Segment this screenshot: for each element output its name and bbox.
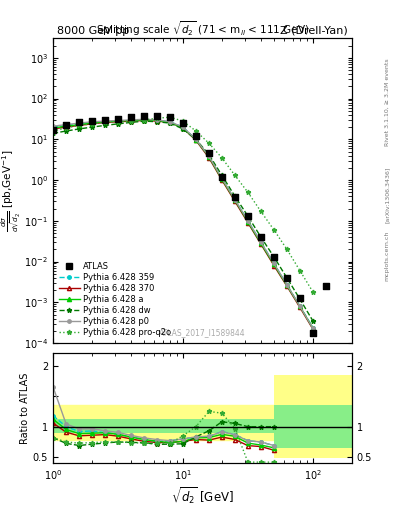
ATLAS <box>323 282 329 290</box>
ATLAS <box>102 116 108 124</box>
ATLAS <box>284 274 290 282</box>
ATLAS <box>193 132 199 140</box>
ATLAS <box>232 193 238 201</box>
Text: mcplots.cern.ch: mcplots.cern.ch <box>385 231 389 281</box>
Text: [arXiv:1306.3436]: [arXiv:1306.3436] <box>385 166 389 223</box>
Legend: ATLAS, Pythia 6.428 359, Pythia 6.428 370, Pythia 6.428 a, Pythia 6.428 dw, Pyth: ATLAS, Pythia 6.428 359, Pythia 6.428 37… <box>57 260 173 339</box>
ATLAS <box>297 293 303 302</box>
ATLAS <box>141 112 147 120</box>
ATLAS <box>258 233 264 241</box>
Text: Z (Drell-Yan): Z (Drell-Yan) <box>280 26 348 36</box>
ATLAS <box>154 112 160 120</box>
ATLAS <box>167 113 173 121</box>
Y-axis label: $\frac{d\sigma}{d\sqrt{d_2}}$ [pb,GeV$^{-1}$]: $\frac{d\sigma}{d\sqrt{d_2}}$ [pb,GeV$^{… <box>0 150 23 232</box>
ATLAS <box>50 126 56 134</box>
Text: Rivet 3.1.10, ≥ 3.2M events: Rivet 3.1.10, ≥ 3.2M events <box>385 58 389 146</box>
ATLAS <box>115 115 121 123</box>
X-axis label: $\sqrt{d_2}$ [GeV]: $\sqrt{d_2}$ [GeV] <box>171 485 234 506</box>
ATLAS <box>219 173 225 181</box>
ATLAS <box>245 212 251 220</box>
ATLAS <box>63 121 69 130</box>
ATLAS <box>180 119 186 127</box>
Bar <box>53 406 352 440</box>
Y-axis label: Ratio to ATLAS: Ratio to ATLAS <box>20 373 30 444</box>
ATLAS <box>128 113 134 121</box>
ATLAS <box>89 117 95 125</box>
ATLAS <box>206 150 212 158</box>
Title: Splitting scale $\sqrt{d_2}$ (71 < m$_{ll}$ < 111 GeV): Splitting scale $\sqrt{d_2}$ (71 < m$_{l… <box>95 19 309 38</box>
ATLAS <box>76 118 83 126</box>
Text: 8000 GeV pp: 8000 GeV pp <box>57 26 129 36</box>
ATLAS <box>310 329 316 337</box>
ATLAS <box>271 253 277 261</box>
Text: ATLAS_2017_I1589844: ATLAS_2017_I1589844 <box>159 328 246 337</box>
